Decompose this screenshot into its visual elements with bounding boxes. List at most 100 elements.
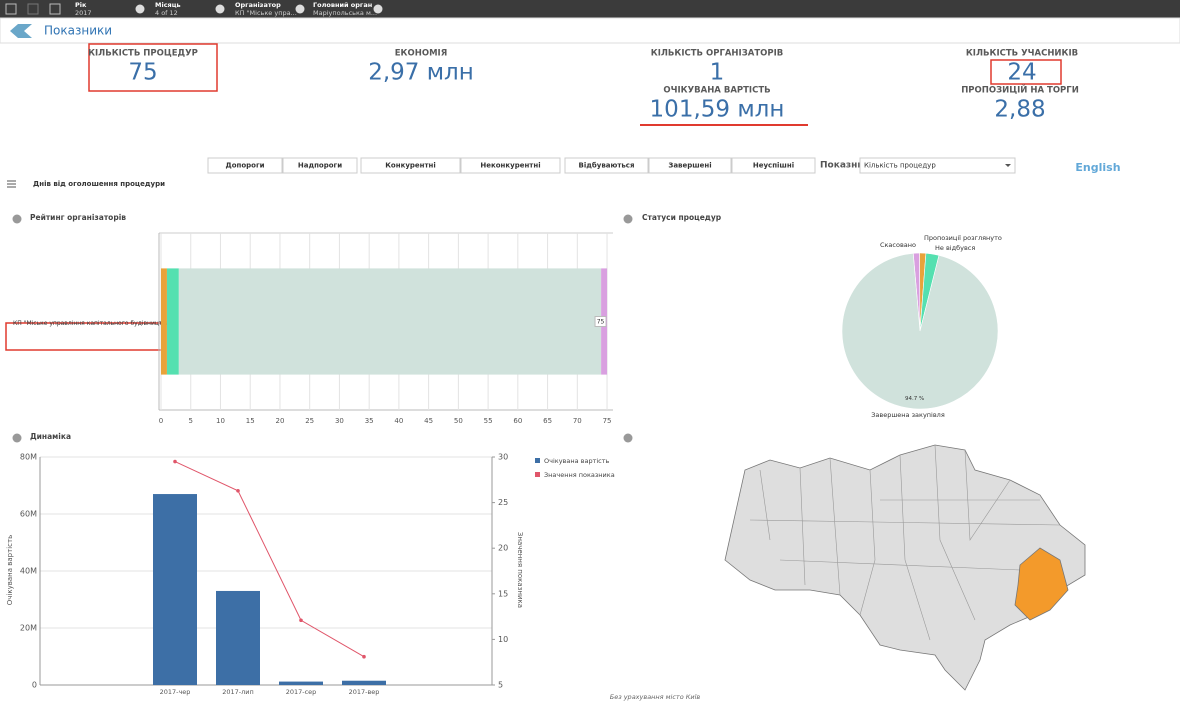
language-link[interactable]: English bbox=[1075, 161, 1120, 174]
filter-button[interactable] bbox=[731, 157, 816, 174]
x-tick-label: 55 bbox=[484, 417, 493, 425]
kpi-value: 101,59 млн bbox=[650, 97, 785, 123]
y2-tick-label: 15 bbox=[498, 589, 508, 598]
y-axis-title: Очікувана вартість bbox=[6, 535, 14, 605]
menu-label: Днів від оголошення процедури bbox=[33, 180, 165, 188]
line-point bbox=[362, 654, 366, 659]
pie-slice[interactable] bbox=[841, 252, 999, 410]
filter-button[interactable] bbox=[460, 157, 561, 174]
line-point bbox=[299, 618, 303, 623]
x-tick-label: 10 bbox=[216, 417, 225, 425]
x-tick-label: 2017-вер bbox=[349, 688, 380, 696]
icon[interactable] bbox=[49, 3, 61, 15]
filter-label: Неконкурентні bbox=[480, 162, 540, 170]
y2-tick-label: 5 bbox=[498, 681, 503, 690]
filter-label: Неуспішні bbox=[753, 162, 794, 170]
legend-label: Очікувана вартість bbox=[544, 457, 610, 465]
map bbox=[724, 444, 1086, 691]
y2-tick-label: 25 bbox=[498, 498, 508, 507]
bar[interactable] bbox=[216, 590, 260, 685]
map-borders bbox=[749, 444, 1061, 641]
dropdown[interactable] bbox=[859, 157, 1016, 174]
filter-label: Завершені bbox=[668, 162, 711, 170]
line-point bbox=[236, 488, 240, 493]
selection-field: Організатор bbox=[235, 1, 281, 9]
kpi-value: 75 bbox=[128, 60, 157, 86]
filter-label: Конкурентні bbox=[385, 162, 436, 170]
filter-label: Надпороги bbox=[298, 162, 342, 170]
filter-button[interactable] bbox=[564, 157, 649, 174]
selection-value: Маріупольська м... bbox=[313, 9, 377, 17]
y2-tick-label: 10 bbox=[498, 635, 508, 644]
x-tick-label: 70 bbox=[573, 417, 582, 425]
filter-button[interactable] bbox=[648, 157, 732, 174]
value-label-box bbox=[594, 316, 607, 327]
filter-button[interactable] bbox=[360, 157, 461, 174]
page-title: Показники bbox=[44, 24, 112, 38]
selection-clear[interactable] bbox=[295, 4, 305, 14]
y2-axis-title: Значення показника bbox=[516, 532, 524, 608]
highlight bbox=[5, 322, 163, 351]
y-tick-label: 60M bbox=[20, 510, 37, 519]
x-tick-label: 50 bbox=[454, 417, 463, 425]
line bbox=[174, 461, 365, 658]
value-label: 94.7 % bbox=[905, 396, 924, 402]
x-tick-label: 5 bbox=[189, 417, 193, 425]
x-tick-label: 2017-чер bbox=[160, 688, 191, 696]
y-tick-label: 40M bbox=[20, 567, 37, 576]
kpi-value: 1 bbox=[710, 60, 725, 86]
selection-field: Місяць bbox=[155, 1, 181, 9]
x-tick-label: 30 bbox=[335, 417, 344, 425]
kpi-value: 2,97 млн bbox=[368, 60, 474, 86]
selection-value: КП "Міське упра... bbox=[235, 9, 297, 17]
chart-title: Динаміка bbox=[30, 432, 71, 441]
x-tick-label: 15 bbox=[246, 417, 255, 425]
selection-value: 4 of 12 bbox=[155, 9, 178, 17]
bar[interactable] bbox=[342, 680, 386, 685]
legend-label: Значення показника bbox=[544, 471, 615, 479]
filter-label: Відбуваються bbox=[579, 162, 635, 170]
legend-swatch bbox=[535, 472, 540, 477]
dropdown-arrow bbox=[1005, 164, 1011, 167]
kpi-label: ПРОПОЗИЦІЙ НА ТОРГИ bbox=[961, 84, 1079, 96]
y2-tick-label: 30 bbox=[498, 453, 508, 462]
highlight bbox=[88, 43, 218, 92]
selection-clear[interactable] bbox=[215, 4, 225, 14]
x-tick-label: 40 bbox=[394, 417, 403, 425]
slice-label: Не відбувся bbox=[935, 244, 975, 252]
selection-value: 2017 bbox=[75, 9, 92, 17]
chart-title: Рейтинг організаторів bbox=[30, 213, 126, 222]
x-tick-label: 2017-сер bbox=[286, 688, 317, 696]
x-tick-label: 75 bbox=[603, 417, 612, 425]
selection-field: Головний орган bbox=[313, 1, 372, 9]
filter-button[interactable] bbox=[207, 157, 283, 174]
icon[interactable] bbox=[27, 3, 39, 15]
kpi-value: 24 bbox=[1007, 60, 1036, 86]
icon[interactable] bbox=[5, 3, 17, 15]
y-tick-label: 20M bbox=[20, 624, 37, 633]
x-tick-label: 20 bbox=[275, 417, 284, 425]
slice-label: Пропозиції розглянуто bbox=[924, 234, 1002, 242]
bar-segment bbox=[161, 268, 167, 375]
x-tick-label: 35 bbox=[365, 417, 374, 425]
x-tick-label: 0 bbox=[159, 417, 163, 425]
bar-segment bbox=[166, 268, 179, 375]
map-note: Без урахування місто Київ bbox=[610, 693, 701, 701]
kpi-value: 2,88 bbox=[994, 97, 1045, 123]
bar[interactable] bbox=[279, 681, 323, 685]
bar[interactable] bbox=[153, 494, 197, 685]
menu-icon[interactable] bbox=[7, 180, 16, 188]
map-region[interactable] bbox=[1014, 547, 1069, 621]
legend-swatch bbox=[535, 458, 540, 463]
selection-field: Рік bbox=[75, 1, 87, 9]
kpi-label: КІЛЬКІСТЬ ПРОЦЕДУР bbox=[88, 49, 198, 59]
selection-clear[interactable] bbox=[135, 4, 145, 14]
slice-label: Скасовано bbox=[880, 241, 916, 249]
selection-clear[interactable] bbox=[373, 4, 383, 14]
kpi-label: КІЛЬКІСТЬ ОРГАНІЗАТОРІВ bbox=[651, 49, 783, 59]
filter-label: Допороги bbox=[225, 162, 264, 170]
bar-segment bbox=[178, 268, 602, 375]
filter-button[interactable] bbox=[282, 157, 358, 174]
